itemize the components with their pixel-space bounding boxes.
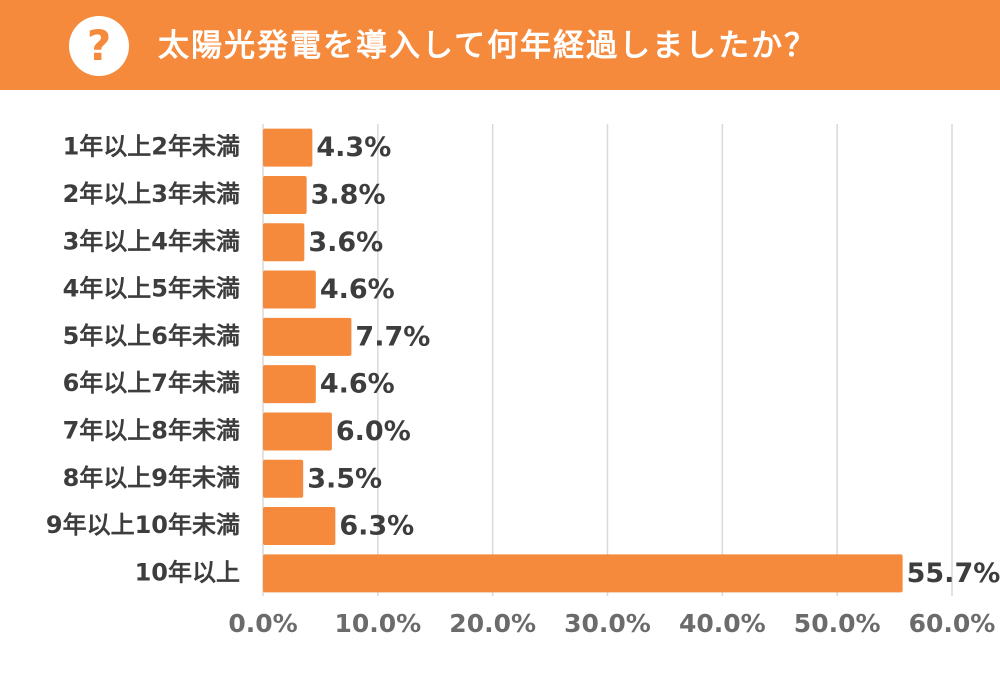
bar	[263, 223, 305, 262]
chart-title: 太陽光発電を導入して何年経過しましたか？	[158, 28, 818, 64]
x-tick-label: 0.0%	[228, 609, 297, 638]
category-label: 6年以上7年未満	[63, 369, 240, 397]
category-labels: 1年以上2年未満 2年以上3年未満 3年以上4年未満 4年以上5年未満 5年以上6年未満…	[46, 133, 240, 587]
value-label: 4.6%	[320, 274, 395, 305]
bar	[263, 554, 903, 593]
value-labels: 4.3% 3.8% 3.6% 4.6% 7.7% 4.6% 6.0% 3.5% 6.3% 55.7…	[307, 132, 1000, 589]
x-tick-label: 50.0%	[794, 609, 881, 638]
category-label: 3年以上4年未満	[63, 227, 240, 255]
x-tick-label: 40.0%	[679, 609, 766, 638]
value-label: 3.8%	[311, 179, 386, 210]
value-label: 55.7%	[907, 558, 1000, 589]
category-label: 8年以上9年未満	[63, 464, 240, 492]
x-tick-label: 60.0%	[909, 609, 996, 638]
bar	[263, 270, 316, 309]
category-label: 7年以上8年未満	[63, 416, 240, 444]
x-tick-label: 30.0%	[564, 609, 651, 638]
value-label: 7.7%	[355, 321, 430, 352]
category-label: 2年以上3年未満	[63, 180, 240, 208]
bar	[263, 317, 352, 356]
x-tick-label: 20.0%	[449, 609, 536, 638]
category-label: 4年以上5年未満	[63, 275, 240, 303]
value-label: 4.3%	[316, 132, 391, 163]
grid-lines	[262, 124, 953, 596]
value-label: 6.0%	[336, 416, 411, 447]
bar	[263, 128, 313, 167]
value-label: 4.6%	[320, 369, 395, 400]
category-label: 9年以上10年未満	[46, 511, 240, 539]
value-label: 3.6%	[308, 227, 383, 258]
bar	[263, 507, 336, 546]
x-tick-label: 10.0%	[334, 609, 421, 638]
bar	[263, 412, 332, 451]
category-label: 10年以上	[135, 558, 240, 586]
value-label: 6.3%	[339, 511, 414, 542]
bar-chart: 1年以上2年未満 2年以上3年未満 3年以上4年未満 4年以上5年未満 5年以上6年未満…	[46, 124, 1000, 638]
question-icon: ?	[69, 16, 129, 76]
category-label: 1年以上2年未満	[63, 133, 240, 161]
value-label: 3.5%	[307, 463, 382, 494]
bar	[263, 459, 304, 498]
bar	[263, 175, 307, 214]
bars	[263, 128, 903, 593]
question-banner: ? 太陽光発電を導入して何年経過しましたか？	[0, 0, 1000, 90]
category-label: 5年以上6年未満	[63, 322, 240, 350]
x-axis-tick-labels: 0.0% 10.0% 20.0% 30.0% 40.0% 50.0% 60.0%	[228, 609, 995, 638]
bar	[263, 365, 316, 404]
